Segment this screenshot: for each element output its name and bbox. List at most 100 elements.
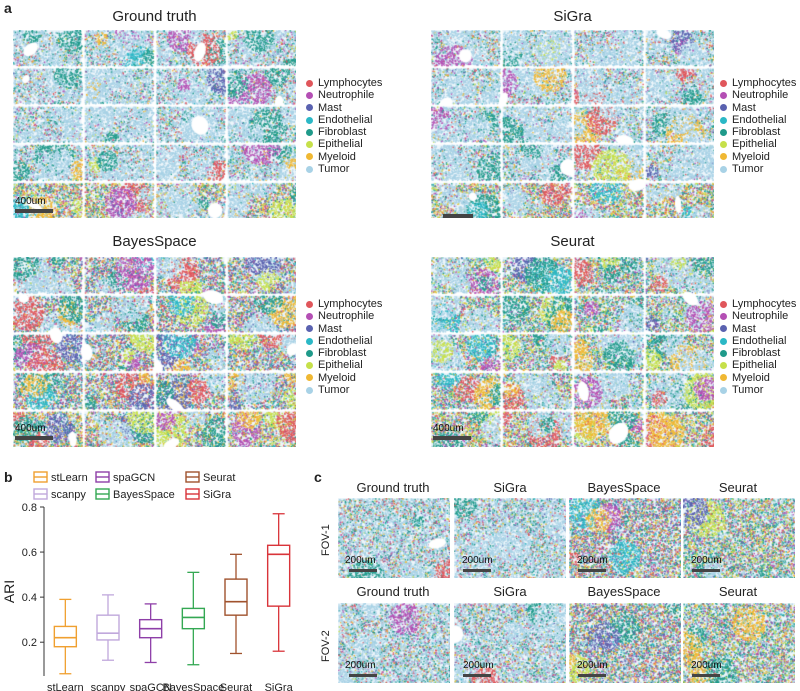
y-tick-label: 0.2 (22, 637, 37, 649)
scale-bar (433, 436, 471, 440)
legend-label: Fibroblast (732, 126, 781, 139)
legend-item: Fibroblast (306, 347, 382, 359)
fov-2-bayesspace-image (569, 603, 681, 683)
legend-label: BayesSpace (113, 489, 175, 501)
legend-item: Fibroblast (720, 347, 796, 359)
scale-bar-label: 200um (463, 660, 494, 671)
cell-type-legend: Lymphocytes Neutrophile Mast Endothelial Fib… (306, 77, 382, 175)
map-title: Seurat (550, 233, 595, 250)
legend-label: Myeloid (732, 150, 770, 163)
spatial-map-image (431, 257, 714, 447)
legend-label: Neutrophile (318, 310, 375, 323)
legend-swatch (720, 374, 727, 382)
scale-bar-label: 200um (691, 660, 722, 671)
legend-label: Tumor (732, 384, 764, 397)
legend-label: Lymphocytes (732, 298, 797, 310)
map-title: BayesSpace (112, 233, 197, 250)
row-label-fov-2: FOV-2 (320, 630, 332, 662)
method-legend: stLearn spaGCN Seurat scanpy BayesSpace SiGra (33, 471, 235, 501)
x-tick-label: stLearn (47, 682, 84, 691)
fov-2-sigra-image (454, 603, 566, 683)
legend-swatch (306, 312, 313, 320)
scale-bar-label: 400um (15, 196, 46, 207)
legend-item: Mast (306, 102, 382, 114)
legend-label: Mast (318, 101, 342, 114)
scale-bar (692, 569, 720, 572)
fov-2-seurat-image (683, 603, 795, 683)
legend-item: Endothelial (306, 335, 382, 347)
legend-item: Tumor (720, 384, 796, 396)
legend-item: Lymphocytes (306, 298, 382, 310)
legend-label: Epithelial (732, 138, 777, 151)
scale-bar-label: 200um (345, 555, 376, 566)
panel-b-letter: b (4, 469, 13, 485)
fov-1-seurat-image (683, 498, 795, 578)
box-iqr (96, 614, 120, 641)
scale-bar (443, 214, 473, 218)
legend-label: Lymphocytes (732, 77, 797, 89)
legend-label: Myeloid (318, 371, 356, 384)
legend-item: Mast (720, 102, 796, 114)
box-bayesspace: BayesSpace (162, 571, 224, 691)
legend-swatch (306, 91, 313, 99)
map-title: Ground truth (112, 8, 197, 25)
legend-label: spaGCN (113, 472, 155, 484)
legend-swatch (306, 349, 313, 357)
legend-swatch (306, 128, 313, 136)
legend-label: Myeloid (318, 150, 356, 163)
legend-swatch (720, 128, 727, 136)
scale-bar (578, 569, 606, 572)
legend-label: Endothelial (318, 334, 373, 347)
legend-swatch (720, 325, 727, 333)
box-iqr (224, 578, 248, 616)
legend-label: Neutrophile (732, 310, 789, 323)
legend-swatch (720, 312, 727, 320)
legend-item: Neutrophile (720, 310, 796, 322)
x-tick-label: BayesSpace (162, 682, 224, 691)
legend-swatch (720, 116, 727, 124)
legend-item: Lymphocytes (720, 77, 796, 89)
fov-2-ground-truth-image (338, 603, 450, 683)
legend-label: Epithelial (318, 138, 363, 151)
scale-bar (349, 674, 377, 677)
scale-bar-label: 200um (577, 555, 608, 566)
legend-swatch (306, 325, 313, 333)
scale-bar-label: 200um (462, 555, 493, 566)
column-title: Seurat (718, 480, 758, 495)
legend-item: Epithelial (720, 359, 796, 371)
plot-axes: 0.2 0.4 0.6 0.8 ARI (1, 502, 45, 676)
scale-bar-label: 400um (15, 423, 46, 434)
legend-label: Fibroblast (318, 347, 367, 360)
legend-label: Fibroblast (732, 347, 781, 360)
box-seurat: Seurat (220, 553, 252, 691)
legend-label: stLearn (51, 472, 88, 484)
legend-item: Myeloid (306, 372, 382, 384)
legend-item: Endothelial (306, 114, 382, 126)
column-title: Seurat (718, 584, 758, 599)
legend-item: Tumor (306, 163, 382, 175)
panel-a-letter: a (4, 0, 12, 16)
spatial-map-image (13, 30, 296, 218)
x-tick-label: Seurat (220, 682, 252, 691)
cell-type-legend: Lymphocytes Neutrophile Mast Endothelial Fib… (306, 298, 382, 396)
cell-type-legend: Lymphocytes Neutrophile Mast Endothelial Fib… (720, 298, 796, 396)
legend-swatch (720, 79, 727, 87)
map-bayesspace: BayesSpace 400um (13, 233, 296, 447)
legend-item: Lymphocytes (720, 298, 796, 310)
scale-bar (463, 569, 491, 572)
legend-item: Epithelial (720, 138, 796, 150)
box-sigra: SiGra (265, 513, 294, 691)
map-ground-truth: Ground truth 400um (13, 8, 296, 218)
legend-label: scanpy (51, 489, 86, 501)
legend-item: Mast (306, 323, 382, 335)
column-title: SiGra (493, 480, 527, 495)
column-title: Ground truth (356, 584, 430, 599)
legend-swatch (720, 337, 727, 345)
y-tick-label: 0.4 (22, 592, 37, 604)
scale-bar (15, 209, 53, 213)
legend-label: Mast (732, 101, 756, 114)
panel-c-letter: c (314, 469, 322, 485)
y-axis-label: ARI (1, 580, 17, 603)
legend-swatch (720, 349, 727, 357)
